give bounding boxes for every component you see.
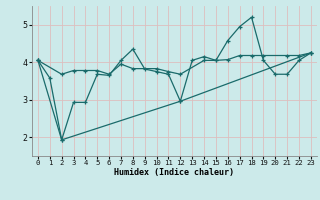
X-axis label: Humidex (Indice chaleur): Humidex (Indice chaleur) bbox=[115, 168, 234, 177]
